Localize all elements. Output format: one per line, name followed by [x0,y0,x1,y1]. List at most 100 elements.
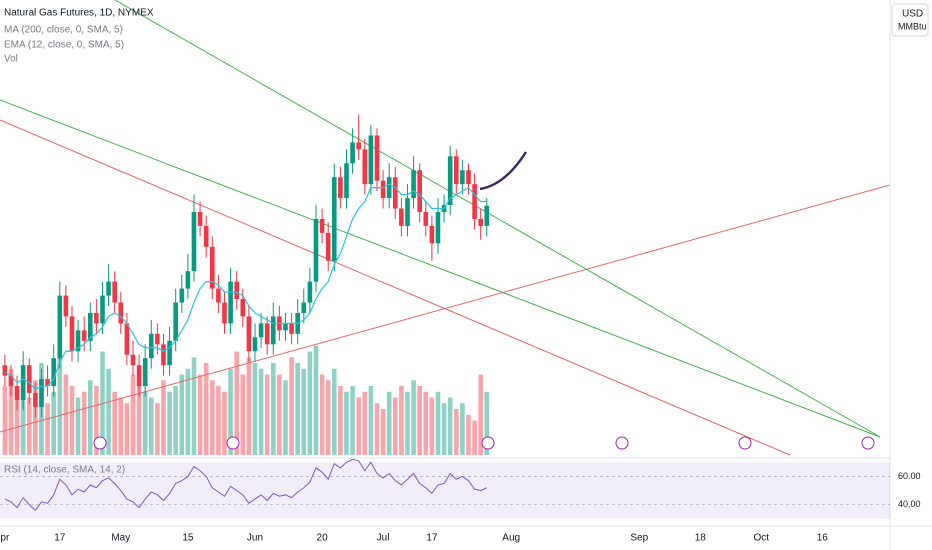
x-tick-label: Sep [630,533,648,544]
volume-bar [57,357,63,455]
candle-body [289,323,294,334]
candle-body [185,271,191,289]
volume-bar [368,386,374,455]
candle-body [374,135,380,181]
candle-body [399,208,404,226]
x-tick-label: 17 [426,533,438,544]
volume-bar [26,397,32,455]
candle-body [429,225,435,244]
candle-body [435,212,441,244]
candle-body [234,281,239,300]
currency-box[interactable] [891,3,929,37]
candle-body [313,218,319,282]
candle-body [161,344,166,366]
candle-body [155,333,160,345]
x-tick-label: 15 [182,533,194,544]
volume-bar [75,397,81,455]
volume-bar [33,380,38,455]
candle-body [270,316,276,345]
x-tick-label: 16 [817,533,829,544]
volume-bar [106,368,111,455]
candle-body [325,232,331,261]
volume-bar [228,368,233,455]
candle-body [112,281,117,303]
volume-bar [484,391,490,455]
event-icon[interactable] [738,436,752,450]
volume-bar [392,397,398,455]
candles [2,114,490,418]
volume-bar [130,374,136,455]
candle-body [258,323,264,338]
candle-body [167,340,172,366]
indicator-legend: EMA (12, close, 0, SMA, 5) [4,40,124,51]
volume-bar [423,391,429,455]
volume-bar [81,391,87,455]
volume-bar [69,386,75,455]
x-tick-label: 17 [54,533,66,544]
candle-body [283,323,288,331]
volume-bar [45,403,50,455]
candle-body [203,225,209,247]
volume-bar [8,368,14,455]
drawings [0,0,891,456]
candle-body [252,337,258,352]
trend-line [0,119,791,456]
volume-bar [338,386,343,455]
volume-bar [295,363,300,455]
candle-body [307,281,313,303]
volume-bar [307,351,313,455]
candle-body [344,163,349,199]
volume-bar [405,391,410,455]
volume-bar [179,374,185,455]
candle-body [386,177,392,199]
rsi-tick-label: 40.00 [898,499,921,509]
ema-line [4,183,487,391]
unit: MMBtu [898,21,927,31]
chart-title: Natural Gas Futures, 1D, NYMEX [4,8,154,19]
volume-bar [161,380,166,455]
candle-body [478,218,483,226]
candle-body [179,288,185,303]
volume-bar [2,386,8,455]
volume-bar [472,420,477,455]
volume-bar [313,345,319,455]
candle-body [20,365,26,400]
event-icon[interactable] [861,436,875,450]
candle-body [173,302,178,341]
candle-body [75,330,81,352]
volume-bar [14,391,20,455]
candle-body [405,198,410,226]
volume-bar [222,391,227,455]
indicator-legend: Vol [4,54,18,65]
trend-line [0,184,891,433]
candle-body [264,323,270,345]
volume-bar [51,391,56,455]
volume-bar [258,368,264,455]
volume-bar [325,380,331,455]
volume-bar [301,368,307,455]
volume-bar [386,391,392,455]
candle-body [417,170,422,213]
candle-body [94,312,99,324]
x-tick-label: 20 [317,533,329,544]
candle-body [87,312,93,341]
event-icon[interactable] [615,436,629,450]
volume-bar [124,403,130,455]
x-tick-label: Aug [502,533,520,544]
forecast-curve [479,151,528,191]
candle-body [228,281,233,324]
volume-bar [148,397,154,455]
event-icon[interactable] [226,436,240,450]
event-icon[interactable] [93,436,107,450]
volume-bar [277,374,282,455]
candle-body [8,375,14,387]
rsi-line [4,458,487,512]
candle-body [136,365,142,387]
volume-bar [246,357,252,455]
candle-body [392,177,398,209]
volume-bar [252,363,258,455]
event-icon[interactable] [481,436,495,450]
volume-bar [136,386,142,455]
candle-body [240,299,246,317]
trend-line [0,99,881,438]
